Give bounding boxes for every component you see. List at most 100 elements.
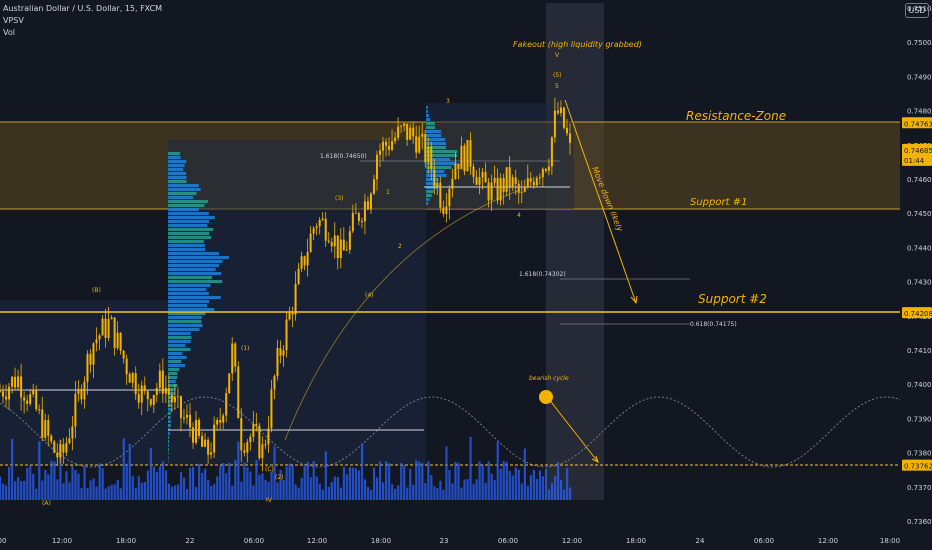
volume-bar (523, 448, 526, 500)
volume-bar (291, 465, 294, 500)
currency-badge[interactable]: USD (905, 3, 929, 18)
profile-bar (168, 236, 212, 239)
candle (38, 404, 41, 415)
profile-bar (168, 440, 170, 443)
candle (436, 178, 439, 196)
move-down-arrow (564, 99, 637, 304)
profile-bar (168, 292, 209, 295)
indicator-vpsv[interactable]: VPSV (3, 16, 24, 25)
volume-bar (14, 481, 17, 500)
candle (372, 174, 375, 196)
volume-bar (288, 463, 291, 500)
profile-bar (168, 348, 191, 351)
profile-bar (168, 160, 187, 163)
candle (204, 432, 207, 448)
volume-bar (475, 479, 478, 500)
volume-bar (559, 480, 563, 500)
candle (553, 97, 556, 143)
profile-bar (168, 164, 185, 167)
volume-bar (38, 441, 41, 500)
profile-bar (168, 224, 208, 227)
symbol-title[interactable]: Australian Dollar / U.S. Dollar, 15, FXC… (3, 4, 163, 13)
candle (2, 385, 5, 404)
candle (430, 141, 433, 181)
profile-bar (168, 364, 186, 367)
volume-bar (44, 470, 47, 500)
candle (182, 408, 185, 424)
candle (472, 163, 475, 184)
candle (89, 348, 92, 373)
profile-bar (168, 204, 205, 207)
candle (336, 235, 339, 270)
candle (195, 411, 198, 445)
profile-bar (168, 232, 210, 235)
price-badge: 0.74763 (902, 117, 932, 129)
volume-bar (375, 477, 379, 500)
volume-bar (487, 461, 490, 500)
candle (288, 306, 291, 321)
volume-bar (547, 489, 551, 500)
profile-bar (168, 252, 220, 255)
candle (149, 398, 152, 408)
bearish-cycle-arrowhead (591, 455, 599, 463)
profile-bar (168, 296, 221, 299)
volume-bar (345, 474, 349, 500)
volume-bar (65, 471, 68, 500)
wave-label-IV: IV (266, 497, 273, 504)
volume-bar (89, 480, 92, 500)
candle (258, 422, 261, 460)
volume-bar (207, 479, 210, 500)
candle (463, 143, 466, 176)
candle (228, 373, 231, 394)
wave-label-5: 5 (555, 83, 559, 90)
candle (210, 442, 213, 459)
volume-profile-bars (168, 106, 458, 463)
indicator-vol[interactable]: Vol (3, 28, 15, 37)
candle (285, 312, 288, 358)
volume-bar (315, 476, 318, 500)
candle (565, 118, 568, 136)
time-tick-label: 22 (186, 537, 195, 545)
profile-bar (168, 324, 203, 327)
candle (448, 185, 451, 220)
volume-bar (294, 484, 297, 500)
profile-bar (426, 166, 452, 169)
candle (514, 169, 517, 195)
profile-bar (168, 316, 202, 319)
candle (26, 394, 29, 412)
candle (427, 137, 430, 175)
candle (412, 121, 415, 144)
volume-bar (330, 481, 333, 500)
volume-bar (324, 451, 327, 500)
volume-bar (20, 481, 23, 500)
profile-bar (168, 192, 197, 195)
candle (490, 174, 493, 212)
annotation-bearish-cycle: bearish cycle (529, 375, 569, 382)
profile-bar (168, 444, 169, 447)
wave-label-2: 2 (398, 243, 402, 250)
profile-bar (426, 146, 446, 149)
profile-bar (426, 174, 447, 177)
volume-bar (336, 477, 339, 500)
volume-bar (454, 462, 457, 500)
profile-bar (426, 114, 429, 117)
volume-bar (213, 484, 216, 500)
profile-bar (168, 264, 220, 267)
candle (478, 167, 481, 195)
volume-bar (354, 468, 358, 500)
cycle-sine (0, 396, 901, 468)
candle (143, 376, 146, 395)
candle (433, 158, 436, 195)
candle (451, 168, 454, 198)
fib-label-3: 0.618(0.74175) (690, 321, 737, 328)
candle (391, 129, 394, 152)
volume-bar (195, 487, 198, 500)
volume-bar (460, 487, 463, 500)
volume-bar (369, 489, 373, 500)
volume-bar (29, 465, 32, 500)
candle (415, 125, 418, 159)
candle (255, 412, 258, 432)
candle (526, 164, 529, 190)
volume-bar (526, 486, 529, 500)
